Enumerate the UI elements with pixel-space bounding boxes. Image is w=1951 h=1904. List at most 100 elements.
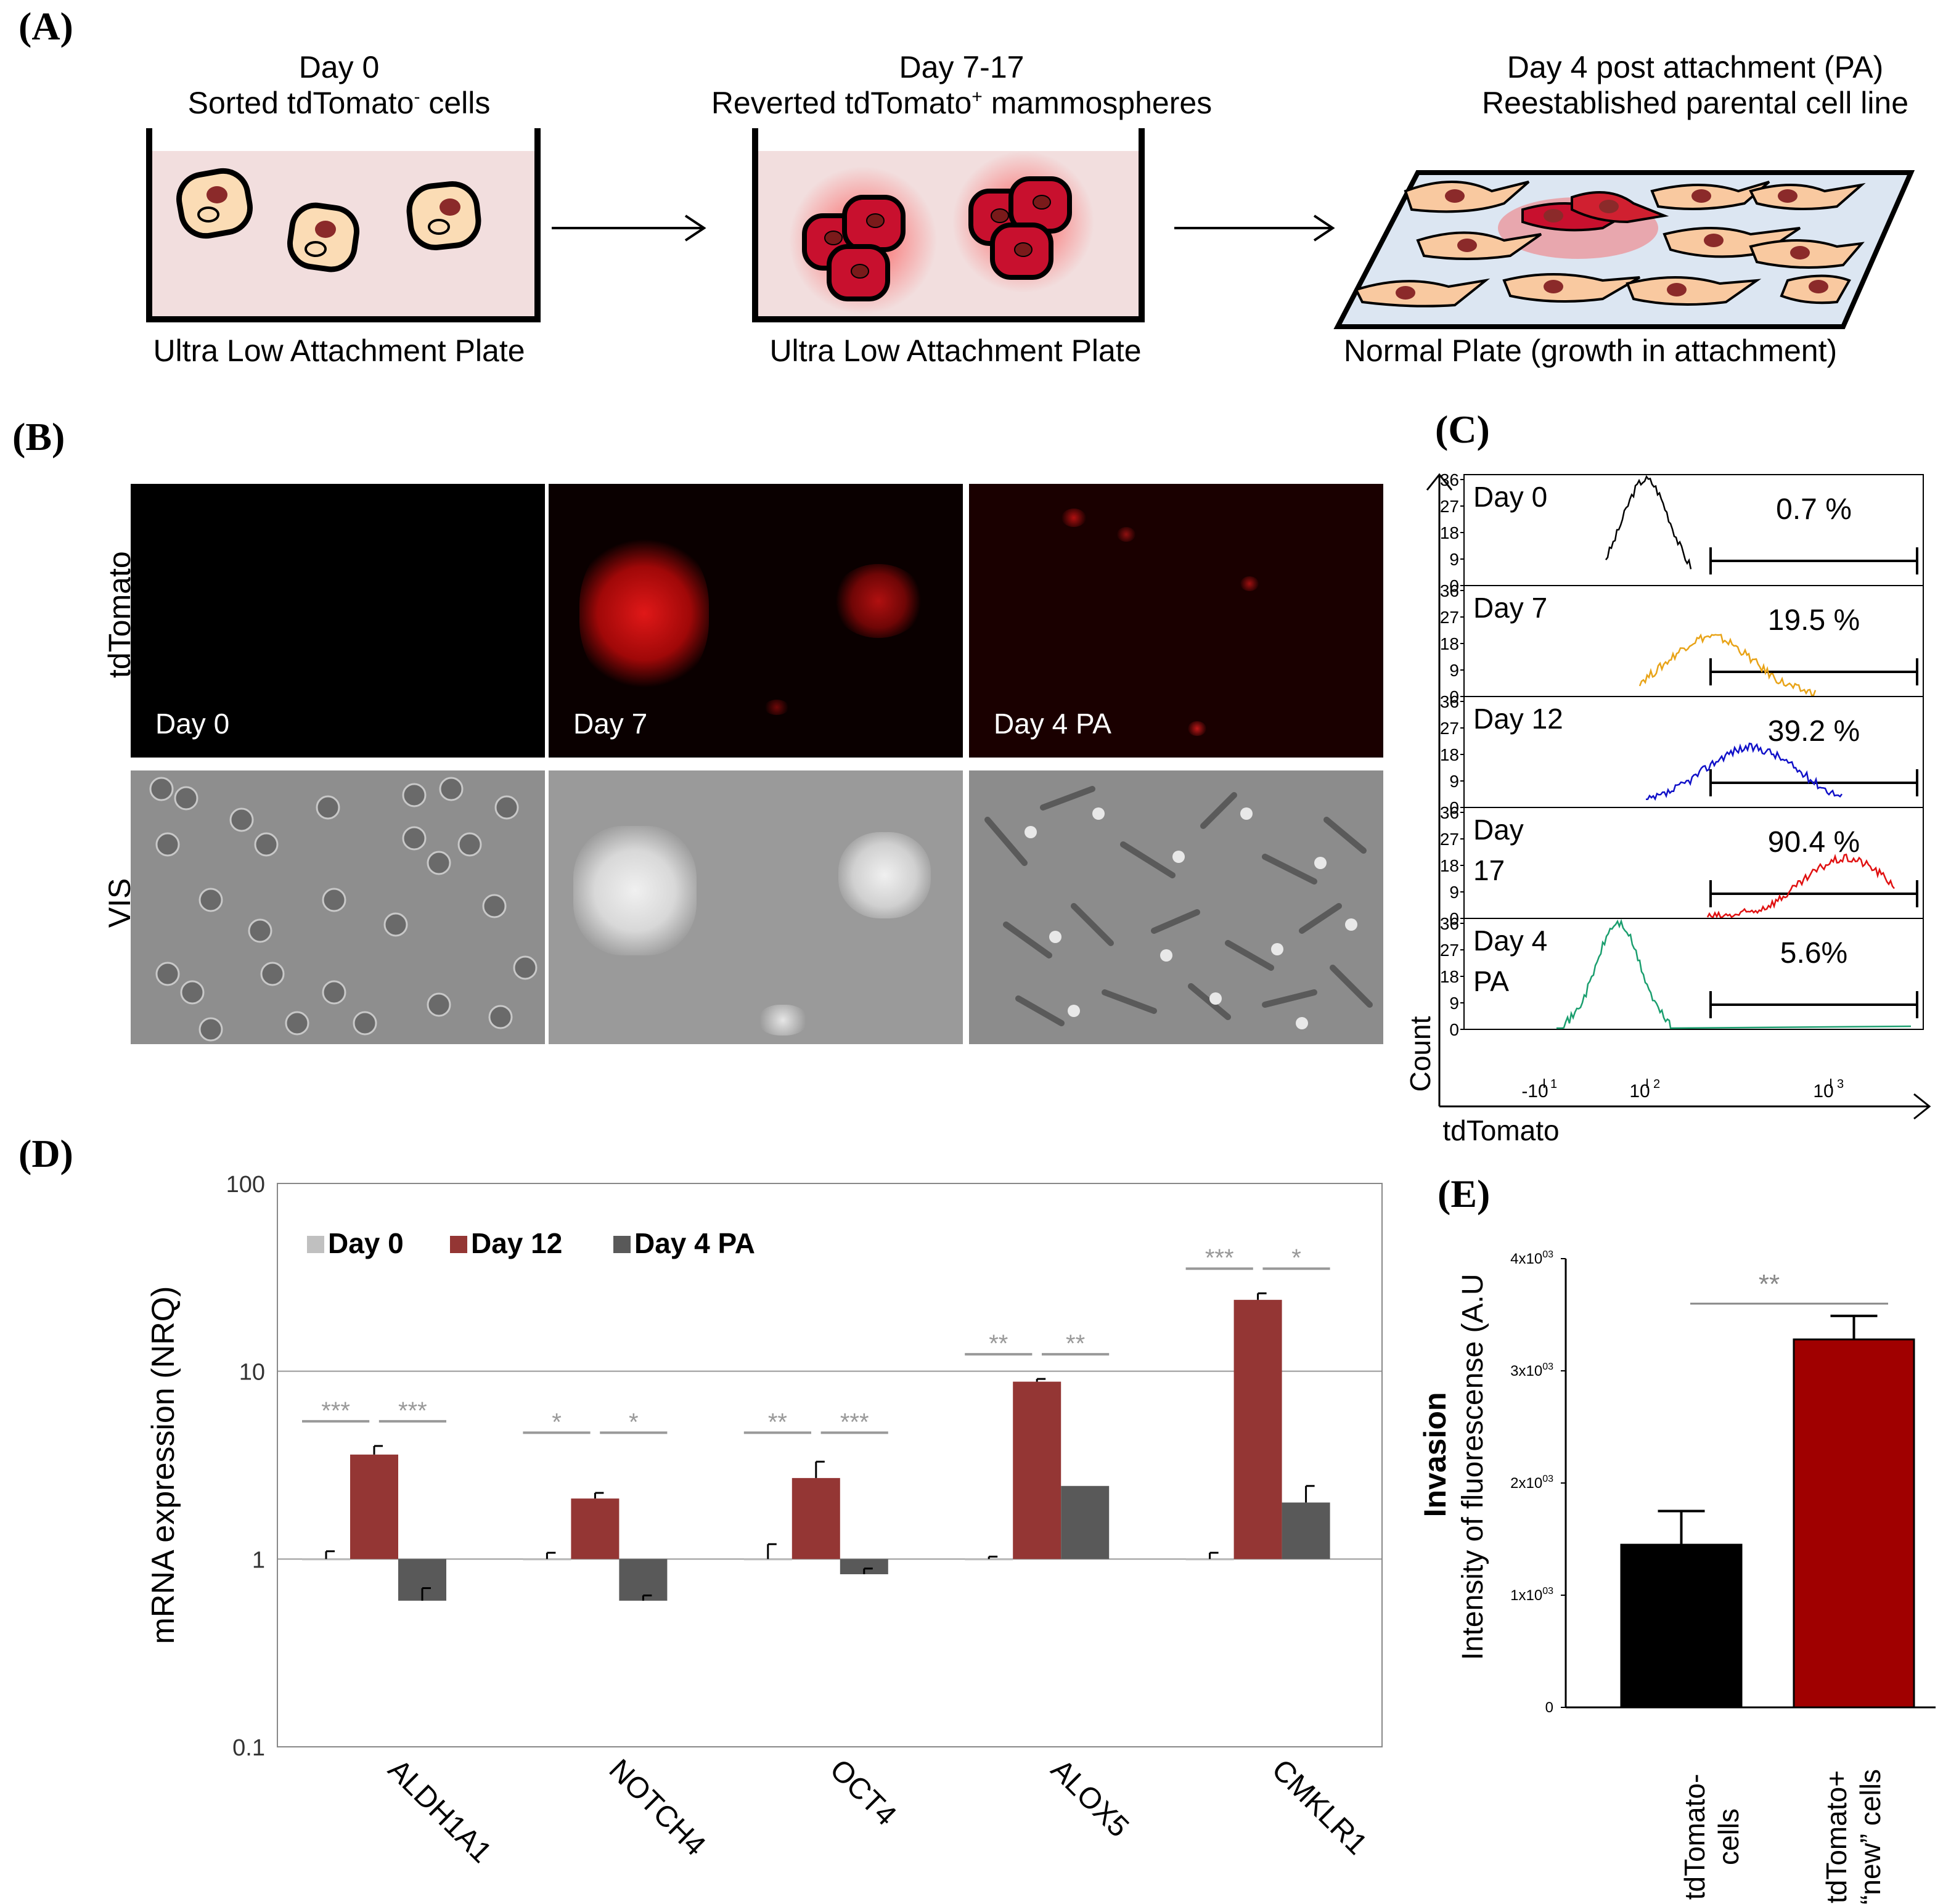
bar-day-0 bbox=[965, 1559, 1013, 1561]
y-tick-label: 0 bbox=[1449, 687, 1459, 706]
fluorescence-image-day7: Day 7 bbox=[549, 484, 963, 758]
y-tick-label: 9 bbox=[1449, 550, 1459, 569]
y-tick-label: 0 bbox=[1449, 1020, 1459, 1039]
panel-c-label: (C) bbox=[1435, 407, 1490, 451]
y-tick-label: 0 bbox=[1449, 909, 1459, 928]
x-tick-label: tdTomato+“new” cells bbox=[1820, 1769, 1886, 1904]
histogram-label: Day 7 bbox=[1473, 592, 1547, 624]
arrow-right-icon bbox=[1174, 215, 1335, 242]
histogram-frame bbox=[1463, 807, 1924, 919]
legend-label-day12: Day 12 bbox=[471, 1227, 562, 1259]
single-cell-icon bbox=[287, 202, 360, 272]
cell-texture bbox=[984, 786, 1373, 1029]
x-tick: 10 2 bbox=[1629, 1077, 1660, 1101]
x-tick-label: OCT4 bbox=[824, 1753, 902, 1832]
y-tick-label: 18 bbox=[1440, 523, 1459, 542]
single-cell-icon bbox=[176, 168, 253, 239]
histogram-trace bbox=[1605, 475, 1692, 570]
histogram-label: Day bbox=[1473, 814, 1524, 846]
bar bbox=[1620, 1543, 1743, 1709]
y-tick-label: 18 bbox=[1440, 856, 1459, 875]
y-tick-label: 1 bbox=[252, 1547, 265, 1573]
bar bbox=[1793, 1338, 1915, 1709]
svg-text:10: 10 bbox=[1629, 1081, 1650, 1101]
significance-marker: *** bbox=[840, 1408, 869, 1436]
significance-marker: *** bbox=[1205, 1244, 1234, 1272]
histogram-layer: 36 27 18 9 0 Day 0 0.7 % 36 27 18 9 0 Day 7 19.5 % 36 2… bbox=[1440, 470, 1924, 1039]
legend-label-day4pa: Day 4 PA bbox=[634, 1227, 755, 1259]
significance-marker: ** bbox=[768, 1408, 787, 1436]
brightfield-image-day4pa bbox=[969, 770, 1383, 1044]
y-tick-labels: 100 10 1 0.1 bbox=[226, 1172, 265, 1761]
histogram-trace bbox=[1556, 918, 1912, 1029]
y-tick-label: 100 bbox=[226, 1172, 265, 1198]
bar-day-4-pa bbox=[1061, 1485, 1110, 1559]
histogram-4: 36 27 18 9 0 Day 17 90.4 % bbox=[1440, 803, 1924, 928]
y-tick-label: 18 bbox=[1440, 745, 1459, 764]
histogram-5: 36 27 18 9 0 Day 4 PA 5.6% bbox=[1440, 914, 1924, 1039]
bar-layer bbox=[1620, 1314, 1915, 1709]
bar-day-4-pa bbox=[1282, 1502, 1330, 1559]
bar-day-12 bbox=[1013, 1381, 1061, 1559]
histogram-trace bbox=[1645, 742, 1843, 801]
image-label: Day 4 PA bbox=[994, 708, 1111, 740]
fluorescence-image-day0: Day 0 bbox=[131, 484, 545, 758]
histogram-1: 36 27 18 9 0 Day 0 0.7 % bbox=[1440, 470, 1924, 595]
plate1-label: Ultra Low Attachment Plate bbox=[153, 333, 525, 368]
y-tick-label: 0 bbox=[1449, 576, 1459, 595]
gate-percent: 39.2 % bbox=[1768, 715, 1860, 748]
y-tick-label: 9 bbox=[1449, 772, 1459, 791]
significance-marker: *** bbox=[398, 1397, 427, 1424]
mammosphere-icon bbox=[952, 151, 1094, 293]
stage2-title: Day 7-17 Reverted tdTomato+ mammospheres bbox=[666, 49, 1258, 121]
gate-percent: 0.7 % bbox=[1776, 493, 1852, 526]
y-tick-label: 27 bbox=[1440, 719, 1459, 738]
y-axis-label: Intensity of fluorescense (A.U bbox=[1457, 1274, 1489, 1661]
plate3-label: Normal Plate (growth in attachment) bbox=[1343, 333, 1838, 368]
plate2-label: Ultra Low Attachment Plate bbox=[769, 333, 1142, 368]
y-tick-label: 36 bbox=[1440, 470, 1459, 489]
legend-swatch-day4pa bbox=[613, 1236, 631, 1253]
y-tick-label: 9 bbox=[1449, 661, 1459, 680]
y-tick-label: 9 bbox=[1449, 994, 1459, 1013]
bar-day-4-pa bbox=[619, 1559, 668, 1601]
x-tick-label: ALOX5 bbox=[1044, 1753, 1135, 1844]
brightfield-image-day0 bbox=[131, 770, 545, 1044]
y-tick-label: 36 bbox=[1440, 803, 1459, 822]
gate-percent: 19.5 % bbox=[1768, 604, 1860, 637]
bar-day-0 bbox=[302, 1559, 350, 1561]
cell-texture bbox=[149, 777, 538, 1042]
gate-percent: 5.6% bbox=[1780, 937, 1847, 970]
histogram-label-line2: 17 bbox=[1473, 854, 1505, 886]
y-tick-label: 10 bbox=[239, 1360, 265, 1386]
significance-marker: * bbox=[1291, 1244, 1301, 1272]
invasion-chart: Invasion Intensity of fluorescense (A.U … bbox=[1418, 1249, 1936, 1904]
single-cell-icon bbox=[406, 181, 481, 251]
y-tick-label: 36 bbox=[1440, 914, 1459, 933]
y-tick-label: 2x1003 bbox=[1510, 1474, 1553, 1492]
histogram-trace bbox=[1638, 633, 1817, 697]
y-tick-label: 3x1003 bbox=[1510, 1362, 1553, 1379]
plot-frame bbox=[277, 1183, 1383, 1747]
svg-text:1: 1 bbox=[1550, 1077, 1557, 1091]
stage2-subtitle: Reverted tdTomato+ mammospheres bbox=[711, 86, 1213, 120]
y-tick-label: 27 bbox=[1440, 830, 1459, 849]
y-tick-label: 18 bbox=[1440, 967, 1459, 986]
histogram-2: 36 27 18 9 0 Day 7 19.5 % bbox=[1440, 581, 1924, 706]
x-tick: -10 1 bbox=[1521, 1077, 1557, 1101]
panel-b-label: (B) bbox=[12, 415, 65, 459]
histogram-label: Day 0 bbox=[1473, 481, 1547, 513]
y-tick-label: 9 bbox=[1449, 883, 1459, 902]
y-tick-label: 4x1003 bbox=[1510, 1249, 1553, 1267]
y-tick-label: 36 bbox=[1440, 692, 1459, 711]
x-axis-label: tdTomato bbox=[1442, 1114, 1559, 1146]
x-tick: 10 3 bbox=[1813, 1077, 1844, 1101]
significance-marker: ** bbox=[989, 1330, 1008, 1357]
image-label: Day 0 bbox=[155, 708, 230, 740]
stage3-title: Day 4 post attachment (PA) Reestablished… bbox=[1393, 49, 1951, 121]
stage3-subtitle: Reestablished parental cell line bbox=[1481, 86, 1909, 120]
panel-e-label: (E) bbox=[1438, 1172, 1491, 1216]
x-axis-arrow bbox=[1913, 1093, 1931, 1120]
bar-day-12 bbox=[1233, 1299, 1282, 1559]
bar-day-12 bbox=[571, 1498, 620, 1559]
